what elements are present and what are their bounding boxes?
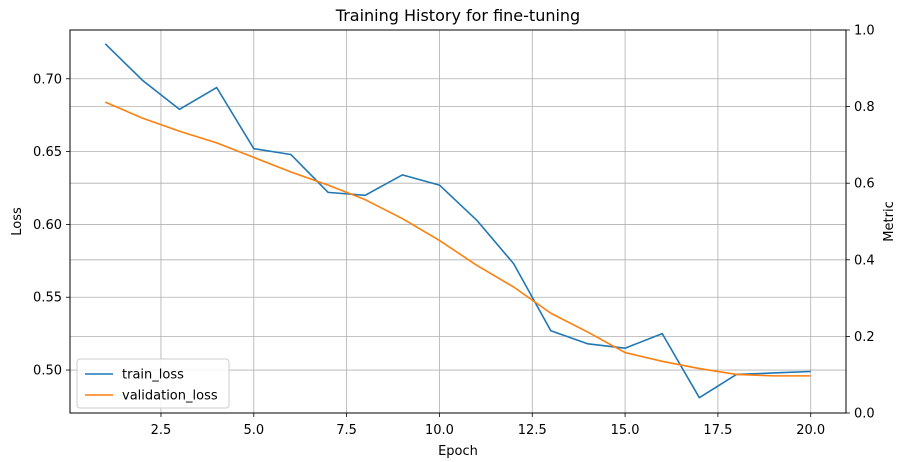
y2-tick-label: 0.6 [854, 177, 875, 192]
x-tick-label: 5.0 [243, 423, 264, 438]
y-tick-label: 0.50 [33, 364, 62, 379]
y2-tick-label: 0.4 [854, 253, 875, 268]
y-tick-label: 0.55 [33, 291, 62, 306]
y2-tick-label: 0.8 [854, 100, 875, 115]
grid-layer [70, 30, 846, 413]
legend: train_loss validation_loss [76, 358, 230, 409]
y-tick-label: 0.60 [33, 218, 62, 233]
y2-tick-label: 1.0 [854, 24, 875, 39]
y2-tick-label: 0.0 [854, 407, 875, 422]
legend-label-validation-loss: validation_loss [122, 389, 218, 404]
legend-label-train-loss: train_loss [122, 368, 184, 383]
x-tick-label: 20.0 [796, 423, 825, 438]
plot-frame [69, 29, 847, 414]
ticks-layer: 2.5 5.0 7.5 10.0 12.5 15.0 17.5 20.0 0.50 0.55 0.6… [33, 24, 875, 439]
x-tick-label: 10.0 [425, 423, 454, 438]
series-layer [104, 43, 811, 399]
y2-tick-label: 0.2 [854, 330, 875, 345]
x-tick-label: 15.0 [611, 423, 640, 438]
x-tick-label: 17.5 [703, 423, 732, 438]
y-axis-label: Loss [10, 207, 25, 236]
x-tick-label: 7.5 [336, 423, 357, 438]
x-tick-label: 2.5 [151, 423, 172, 438]
series-line-validation-loss [104, 101, 811, 377]
chart-title: Training History for fine-tuning [335, 6, 580, 25]
y-tick-label: 0.70 [33, 72, 62, 87]
x-axis-label: Epoch [438, 444, 478, 459]
y-tick-label: 0.65 [33, 145, 62, 160]
y2-axis-label: Metric [882, 201, 897, 241]
series-line-train-loss [104, 43, 811, 399]
legend-box [76, 358, 230, 409]
x-tick-label: 12.5 [518, 423, 547, 438]
